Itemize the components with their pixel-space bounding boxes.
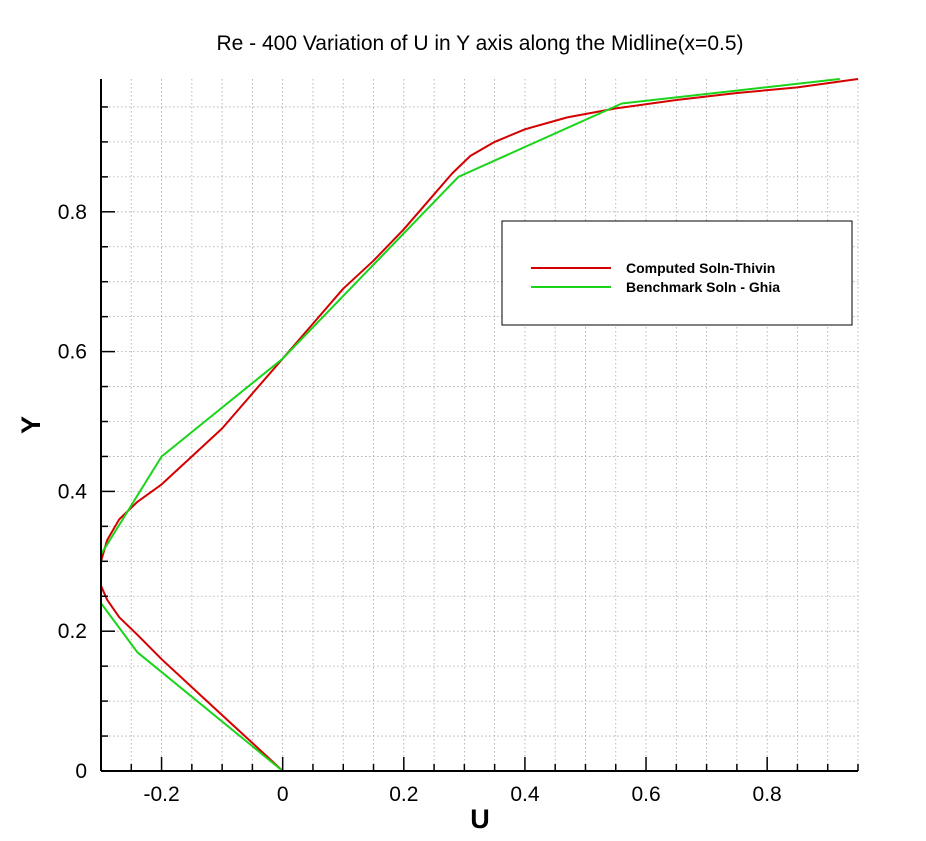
y-tick-label: 0.6 [58,341,87,364]
legend-box [501,220,853,326]
series-layer [100,78,859,772]
x-axis-label: U [470,804,490,834]
series-line-benchmark [100,78,840,772]
legend-label-benchmark: Benchmark Soln - Ghia [626,279,780,295]
x-tick-label: 0.4 [510,783,540,806]
y-axis-label: Y [16,416,46,434]
ticks: -0.2 0 0.2 0.4 0.6 0.8 0 0.2 0.4 0.6 0.8 [58,106,859,806]
y-tick-label: 0.2 [58,620,87,643]
x-tick-label: 0.6 [631,783,660,806]
y-tick-label: 0.4 [58,480,88,503]
x-tick-label: 0.2 [389,783,418,806]
x-tick-label: 0.8 [753,783,782,806]
grid [101,79,859,771]
legend: Computed Soln-Thivin Benchmark Soln - Gh… [501,220,853,326]
chart-title: Re - 400 Variation of U in Y axis along … [216,32,743,55]
y-tick-label: 0.8 [58,201,87,224]
legend-label-computed: Computed Soln-Thivin [626,260,775,276]
x-tick-label: -0.2 [143,783,179,806]
y-tick-label: 0 [75,760,87,783]
series-line-computed [100,78,859,772]
axes [100,79,858,772]
x-tick-label: 0 [277,783,289,806]
